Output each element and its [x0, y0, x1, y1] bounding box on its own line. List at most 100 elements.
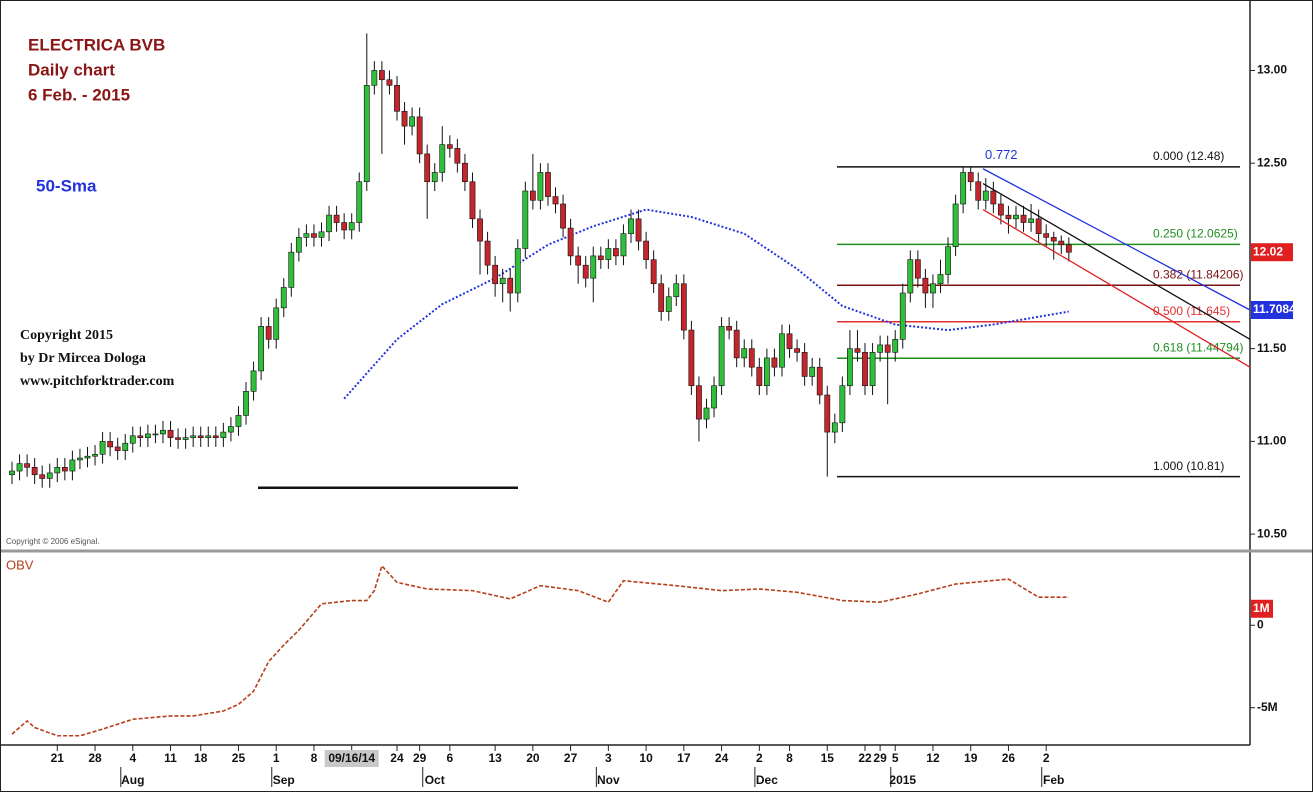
- channel-line: [982, 183, 1251, 340]
- y-tick-label: -5M: [1257, 700, 1278, 714]
- candle-body: [567, 227, 574, 257]
- candle-body: [613, 248, 619, 257]
- candle-body: [997, 203, 1004, 216]
- candle-body: [711, 385, 717, 409]
- candle-body: [492, 264, 499, 285]
- y-tick-label: 11.00: [1257, 434, 1287, 448]
- candle-body: [280, 287, 287, 309]
- y-tick-label: 12.50: [1257, 155, 1287, 169]
- y-tick-label: 0: [1257, 617, 1264, 631]
- candle-body: [824, 394, 831, 433]
- candle-body: [371, 70, 378, 86]
- candle-body: [756, 366, 763, 387]
- candle-body: [816, 366, 823, 396]
- candle-body: [477, 218, 483, 242]
- candle-body: [333, 214, 340, 223]
- candle-body: [205, 435, 212, 438]
- x-tick-label: 24: [390, 751, 404, 765]
- candle-body: [92, 454, 98, 457]
- candle-body: [560, 203, 566, 229]
- candle-body: [945, 246, 951, 275]
- candle-body: [265, 326, 272, 340]
- month-label: Nov: [597, 773, 620, 787]
- candle-body: [288, 251, 295, 288]
- candle-body: [152, 433, 159, 436]
- candle-body: [303, 233, 310, 238]
- candle-body: [258, 326, 265, 372]
- candle-body: [854, 348, 861, 353]
- month-label: Dec: [756, 773, 778, 787]
- price-box: [1251, 243, 1293, 262]
- y-tick-label: 11.50: [1257, 341, 1287, 355]
- candle-body: [605, 248, 612, 260]
- x-tick-label: 21: [51, 751, 65, 765]
- fib-label: 0.618 (11.44794): [1153, 340, 1244, 354]
- month-label: Aug: [121, 773, 144, 787]
- candle-body: [907, 259, 914, 294]
- x-tick-label: 2: [1043, 751, 1050, 765]
- x-tick-label: 11: [164, 751, 177, 765]
- fib-label: 1.000 (10.81): [1153, 459, 1224, 473]
- candle-body: [726, 326, 733, 331]
- candle-body: [1020, 214, 1027, 223]
- candle-body: [1065, 244, 1072, 253]
- fib-label: 0.382 (11.84206): [1153, 267, 1244, 281]
- candle-body: [522, 190, 529, 249]
- candle-body: [952, 203, 959, 247]
- candle-body: [46, 472, 53, 479]
- candle-body: [24, 463, 31, 468]
- candle-body: [409, 116, 415, 127]
- candle-body: [1035, 218, 1042, 234]
- x-tick-label: 29: [413, 751, 427, 765]
- candle-body: [884, 344, 891, 353]
- x-tick-label: 09/16/14: [328, 751, 375, 765]
- candle-body: [144, 433, 151, 438]
- candle-body: [801, 352, 808, 377]
- candle-body: [847, 348, 853, 387]
- candle-body: [809, 366, 816, 377]
- candle-body: [348, 222, 355, 231]
- x-tick-label: 12: [926, 751, 940, 765]
- candle-body: [763, 357, 770, 387]
- candle-body: [718, 326, 725, 387]
- x-tick-label: 17: [677, 751, 691, 765]
- candle-body: [84, 455, 91, 459]
- candle-body: [16, 463, 23, 472]
- candle-body: [243, 390, 249, 416]
- candle-body: [529, 190, 536, 201]
- candle-body: [114, 446, 121, 451]
- candle-body: [869, 352, 876, 387]
- x-tick-label: 20: [526, 751, 540, 765]
- candle-body: [167, 429, 174, 438]
- candle-body: [575, 255, 582, 266]
- candle-body: [1043, 233, 1050, 238]
- candle-body: [582, 264, 589, 279]
- candle-body: [220, 431, 227, 438]
- date-label: 6 Feb. - 2015: [28, 85, 130, 104]
- candle-body: [484, 240, 491, 266]
- candle-body: [424, 153, 431, 183]
- x-tick-label: 24: [715, 751, 729, 765]
- candle-body: [922, 277, 929, 294]
- candle-body: [499, 277, 506, 285]
- x-tick-label: 27: [564, 751, 578, 765]
- candle-body: [454, 148, 461, 164]
- candle-body: [99, 441, 106, 455]
- channel-line: [982, 168, 1251, 311]
- candle-body: [212, 435, 219, 438]
- candle-body: [31, 467, 38, 476]
- candle-body: [378, 70, 385, 81]
- x-tick-label: 29: [873, 751, 887, 765]
- x-tick-label: 13: [488, 751, 502, 765]
- candle-body: [341, 222, 348, 231]
- candle-body: [1028, 218, 1034, 223]
- candle-body: [628, 218, 634, 234]
- candle-body: [673, 283, 680, 298]
- x-tick-label: 6: [446, 751, 453, 765]
- candle-body: [658, 283, 665, 312]
- obv-line: [11, 564, 1069, 737]
- x-tick-label: 28: [88, 751, 102, 765]
- candle-body: [514, 248, 521, 294]
- x-tick-label: 19: [964, 751, 978, 765]
- candle-body: [469, 181, 476, 220]
